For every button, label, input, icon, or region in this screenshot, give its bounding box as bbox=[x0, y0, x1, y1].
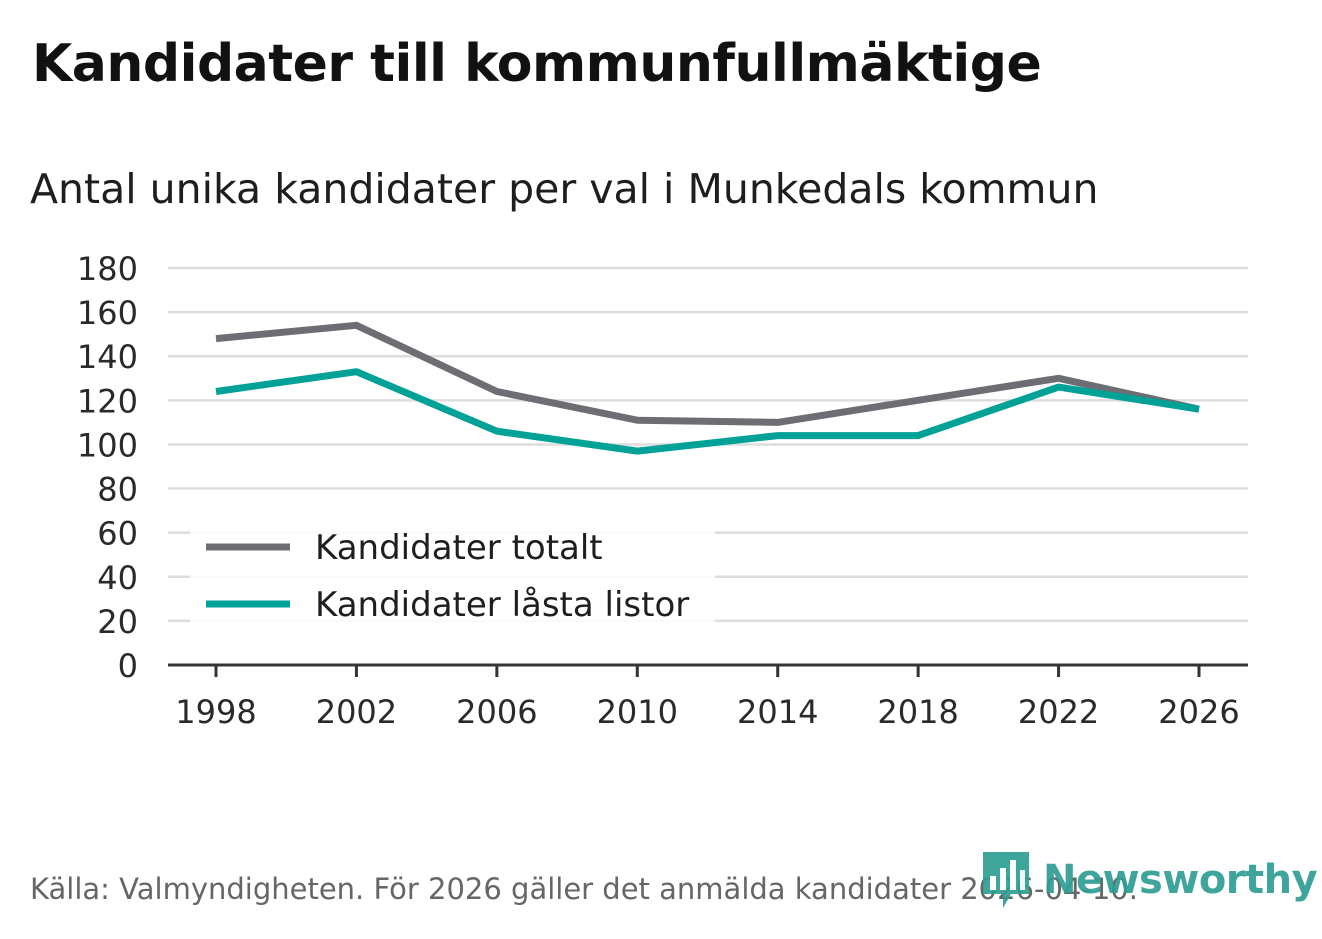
y-tick-label: 60 bbox=[97, 515, 138, 553]
x-tick-label: 2022 bbox=[1018, 693, 1099, 731]
legend-label: Kandidater totalt bbox=[315, 528, 603, 568]
brand-name: Newsworthy bbox=[1043, 857, 1318, 903]
chart-subtitle: Antal unika kandidater per val i Munkeda… bbox=[30, 165, 1099, 213]
y-tick-label: 100 bbox=[77, 426, 138, 464]
x-tick-label: 2026 bbox=[1158, 693, 1239, 731]
y-tick-label: 160 bbox=[77, 294, 138, 332]
x-tick-label: 2014 bbox=[737, 693, 818, 731]
y-tick-label: 120 bbox=[77, 382, 138, 420]
legend-label: Kandidater låsta listor bbox=[315, 585, 689, 625]
legend-box bbox=[190, 520, 715, 630]
y-tick-label: 0 bbox=[118, 647, 138, 685]
y-axis-ticks: 0 20 40 60 80 100 120 140 160 180 bbox=[77, 250, 138, 685]
x-tick-label: 1998 bbox=[175, 693, 256, 731]
legend: Kandidater totalt Kandidater låsta listor bbox=[190, 520, 715, 630]
y-tick-label: 20 bbox=[97, 603, 138, 641]
brand-logo: Newsworthy bbox=[981, 850, 1318, 910]
series-line-lasta bbox=[215, 368, 1200, 455]
x-tick-label: 2018 bbox=[877, 693, 958, 731]
x-tick-label: 2002 bbox=[316, 693, 397, 731]
x-tick-label: 2010 bbox=[597, 693, 678, 731]
series-line-totalt bbox=[215, 321, 1200, 426]
source-note: Källa: Valmyndigheten. För 2026 gäller d… bbox=[30, 872, 1138, 906]
y-tick-label: 40 bbox=[97, 559, 138, 597]
series-lines bbox=[215, 321, 1200, 455]
y-tick-label: 180 bbox=[77, 250, 138, 288]
x-tick-label: 2006 bbox=[456, 693, 537, 731]
x-axis: 1998 2002 2006 2010 2014 2018 2022 2026 bbox=[168, 663, 1248, 731]
bar-chart-bubble-icon bbox=[983, 852, 1029, 908]
y-tick-label: 80 bbox=[97, 471, 138, 509]
chart-title: Kandidater till kommunfullmäktige bbox=[32, 34, 1042, 94]
y-tick-label: 140 bbox=[77, 338, 138, 376]
